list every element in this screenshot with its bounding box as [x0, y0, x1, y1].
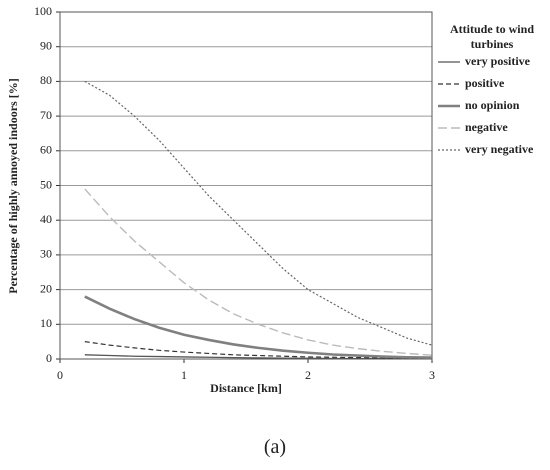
y-axis-label: Percentage of highly annoyed indoors [%]	[6, 78, 20, 293]
x-axis-label: Distance [km]	[210, 381, 282, 395]
y-tick-label: 90	[40, 38, 52, 52]
y-tick-label: 40	[40, 212, 52, 226]
series-line	[84, 188, 433, 356]
series-line	[84, 80, 433, 346]
y-tick-label: 10	[40, 316, 52, 330]
y-tick-label: 60	[40, 143, 52, 157]
x-tick-label: 0	[57, 368, 63, 382]
y-tick-label: 20	[40, 281, 52, 295]
plot-frame	[59, 11, 433, 360]
x-tick-label: 2	[305, 368, 311, 382]
y-tick-label: 100	[34, 4, 52, 18]
legend-label: very positive	[465, 54, 531, 68]
x-tick-label: 3	[429, 368, 435, 382]
legend-label: negative	[465, 120, 508, 134]
y-tick-label: 70	[40, 108, 52, 122]
y-tick-label: 50	[40, 177, 52, 191]
y-tick-label: 30	[40, 247, 52, 261]
y-tick-label: 0	[46, 351, 52, 365]
legend-title: Attitude to wind turbines	[449, 22, 534, 51]
caption: (a)	[263, 436, 287, 458]
legend-label: positive	[465, 76, 505, 90]
legend-label: very negative	[465, 142, 534, 156]
series-line	[84, 354, 432, 360]
legend-label: no opinion	[465, 98, 520, 112]
x-tick-label: 1	[181, 368, 187, 382]
series-line	[84, 295, 433, 359]
series-line	[84, 341, 432, 359]
y-tick-label: 80	[40, 73, 52, 87]
